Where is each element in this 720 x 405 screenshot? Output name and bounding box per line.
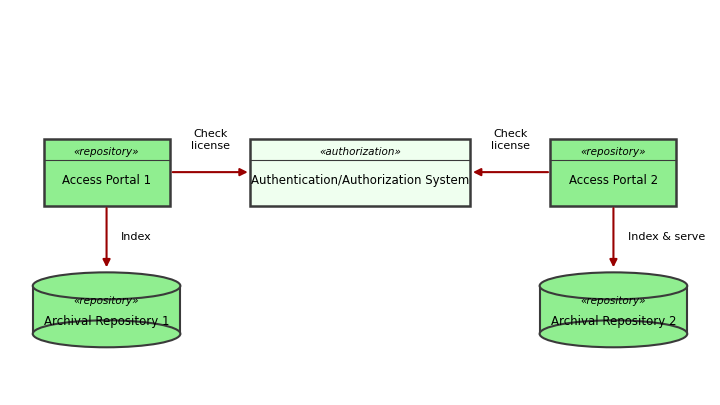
Text: «authorization»: «authorization» bbox=[319, 147, 401, 157]
Text: Index: Index bbox=[121, 232, 152, 242]
FancyBboxPatch shape bbox=[44, 139, 170, 206]
Text: Check
license: Check license bbox=[491, 129, 530, 151]
Ellipse shape bbox=[32, 272, 181, 299]
FancyBboxPatch shape bbox=[251, 139, 470, 206]
Text: Index & serve: Index & serve bbox=[628, 232, 705, 242]
Text: Archival Repository 1: Archival Repository 1 bbox=[44, 315, 169, 328]
Text: Access Portal 2: Access Portal 2 bbox=[569, 174, 658, 187]
Text: Authentication/Authorization System: Authentication/Authorization System bbox=[251, 174, 469, 187]
Text: Check
license: Check license bbox=[191, 129, 230, 151]
Text: «repository»: «repository» bbox=[74, 147, 139, 157]
Text: Archival Repository 2: Archival Repository 2 bbox=[551, 315, 676, 328]
Text: «repository»: «repository» bbox=[581, 147, 646, 157]
Ellipse shape bbox=[540, 320, 687, 347]
FancyBboxPatch shape bbox=[550, 139, 677, 206]
Ellipse shape bbox=[32, 320, 181, 347]
FancyBboxPatch shape bbox=[33, 286, 181, 334]
Ellipse shape bbox=[540, 272, 687, 299]
Text: «repository»: «repository» bbox=[74, 296, 139, 306]
FancyBboxPatch shape bbox=[540, 286, 687, 334]
Text: «repository»: «repository» bbox=[581, 296, 646, 306]
Text: Access Portal 1: Access Portal 1 bbox=[62, 174, 151, 187]
